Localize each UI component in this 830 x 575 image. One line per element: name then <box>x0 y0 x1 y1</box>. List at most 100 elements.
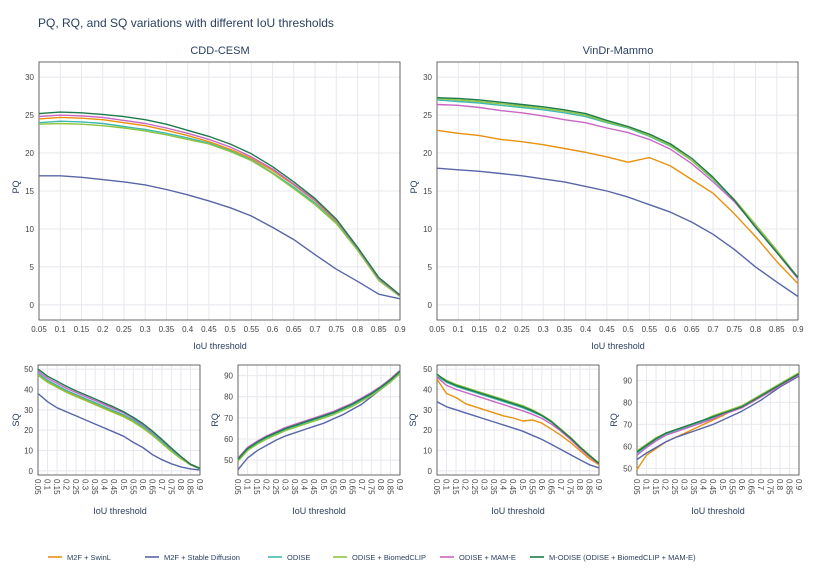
plot-frame <box>237 364 401 476</box>
x-tick-label: 0.55 <box>328 479 337 495</box>
x-tick-label: 0.05 <box>632 479 641 495</box>
x-tick-label: 0.45 <box>708 479 717 495</box>
x-tick-label: 0.65 <box>347 479 356 495</box>
y-tick-label: 70 <box>623 420 632 429</box>
series-line-5 <box>237 369 401 459</box>
x-tick-label: 0.1 <box>43 479 52 491</box>
y-tick-label: 10 <box>423 447 432 456</box>
y-tick-label: 0 <box>29 467 34 476</box>
y-tick-label: 20 <box>24 426 33 435</box>
x-tick-label: 0.45 <box>508 479 517 495</box>
x-tick-label: 0.05 <box>429 325 445 334</box>
series-line-4 <box>37 374 201 470</box>
y-tick-label: 60 <box>623 442 632 451</box>
x-axis-label: IoU threshold <box>93 506 147 516</box>
x-tick-label: 0.7 <box>707 325 719 334</box>
series-line-4 <box>436 97 799 278</box>
panel-title-vindr: VinDr-Mammo <box>583 45 654 57</box>
y-axis-label: SQ <box>408 413 418 426</box>
x-tick-label: 0.1 <box>642 479 651 491</box>
series-line-4 <box>636 372 800 452</box>
x-tick-label: 0.1 <box>55 325 67 334</box>
series-line-6 <box>436 373 600 464</box>
y-tick-label: 40 <box>423 385 432 394</box>
x-tick-label: 0.65 <box>684 325 700 334</box>
series-line-4 <box>237 372 401 462</box>
y-axis-label: PQ <box>11 180 21 193</box>
x-tick-label: 0.75 <box>765 479 774 495</box>
y-tick-label: 50 <box>423 365 432 374</box>
series-line-4 <box>38 122 401 298</box>
x-axis-label: IoU threshold <box>193 341 247 351</box>
series-line-2 <box>237 372 401 471</box>
y-tick-label: 5 <box>428 263 433 272</box>
x-tick-label: 0.6 <box>338 479 347 491</box>
x-tick-label: 0.9 <box>195 479 204 491</box>
x-tick-label: 0.9 <box>792 325 804 334</box>
x-tick-label: 0.35 <box>90 479 99 495</box>
x-axis-label: IoU threshold <box>691 506 745 516</box>
x-tick-label: 0.5 <box>225 325 237 334</box>
x-tick-label: 0.85 <box>769 325 785 334</box>
x-tick-label: 0.4 <box>580 325 592 334</box>
x-tick-label: 0.1 <box>442 479 451 491</box>
y-tick-label: 20 <box>423 426 432 435</box>
legend-label: M-ODISE (ODISE + BiomedCLIP + MAM-E) <box>549 553 696 562</box>
x-tick-label: 0.55 <box>642 325 658 334</box>
x-tick-label: 0.35 <box>489 479 498 495</box>
x-tick-label: 0.05 <box>432 479 441 495</box>
x-tick-label: 0.5 <box>119 479 128 491</box>
x-tick-label: 0.3 <box>81 479 90 491</box>
x-tick-label: 0.05 <box>233 479 242 495</box>
x-tick-label: 0.8 <box>176 479 185 491</box>
x-tick-label: 0.3 <box>140 325 152 334</box>
x-tick-label: 0.85 <box>385 479 394 495</box>
x-tick-label: 0.3 <box>281 479 290 491</box>
x-tick-label: 0.85 <box>371 325 387 334</box>
y-tick-label: 10 <box>423 225 432 234</box>
y-tick-label: 90 <box>623 376 632 385</box>
x-tick-label: 0.35 <box>689 479 698 495</box>
y-tick-label: 30 <box>423 406 432 415</box>
x-tick-label: 0.1 <box>243 479 252 491</box>
x-tick-label: 0.65 <box>286 325 302 334</box>
legend-label: ODISE <box>287 553 310 562</box>
x-tick-label: 0.45 <box>309 479 318 495</box>
y-tick-label: 5 <box>30 263 35 272</box>
x-axis-label: IoU threshold <box>292 506 346 516</box>
y-tick-label: 30 <box>423 73 432 82</box>
y-tick-label: 0 <box>30 301 35 310</box>
x-tick-label: 0.25 <box>670 479 679 495</box>
series-line-2 <box>37 392 201 471</box>
legend-label: M2F + Stable Diffusion <box>164 553 240 562</box>
y-axis-label: RQ <box>210 413 220 427</box>
x-tick-label: 0.25 <box>71 479 80 495</box>
y-tick-label: 0 <box>428 301 433 310</box>
series-line-6 <box>636 373 800 453</box>
x-tick-label: 0.9 <box>594 479 603 491</box>
x-tick-label: 0.25 <box>514 325 530 334</box>
x-tick-label: 0.3 <box>538 325 550 334</box>
x-tick-label: 0.6 <box>138 479 147 491</box>
y-tick-label: 30 <box>24 406 33 415</box>
y-tick-label: 50 <box>224 456 233 465</box>
y-tick-label: 25 <box>25 111 34 120</box>
legend-label: M2F + SwinL <box>67 553 111 562</box>
x-tick-label: 0.7 <box>157 479 166 491</box>
x-tick-label: 0.35 <box>159 325 175 334</box>
x-tick-label: 0.75 <box>366 479 375 495</box>
x-tick-label: 0.4 <box>182 325 194 334</box>
x-tick-label: 0.45 <box>599 325 615 334</box>
x-tick-label: 0.4 <box>300 479 309 491</box>
x-tick-label: 0.5 <box>518 479 527 491</box>
y-tick-label: 80 <box>623 398 632 407</box>
x-tick-label: 0.85 <box>584 479 593 495</box>
x-tick-label: 0.4 <box>499 479 508 491</box>
plot-frame <box>636 364 800 476</box>
x-tick-label: 0.4 <box>699 479 708 491</box>
x-tick-label: 0.65 <box>147 479 156 495</box>
x-tick-label: 0.3 <box>480 479 489 491</box>
x-tick-label: 0.55 <box>727 479 736 495</box>
x-tick-label: 0.55 <box>527 479 536 495</box>
